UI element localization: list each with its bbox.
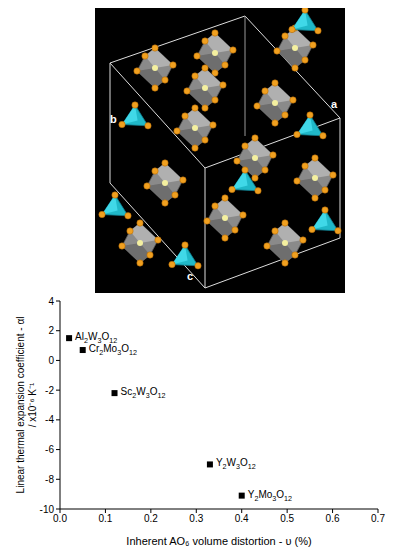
svg-text:b: b (110, 113, 117, 125)
svg-text:0.4: 0.4 (235, 513, 249, 524)
svg-text:Inherent AO₆ volume distortion: Inherent AO₆ volume distortion - υ (%) (126, 535, 311, 547)
svg-text:0.0: 0.0 (53, 513, 67, 524)
svg-text:a: a (331, 98, 338, 110)
svg-text:0.3: 0.3 (189, 513, 203, 524)
svg-text:Cr2Mo3O12: Cr2Mo3O12 (89, 343, 137, 357)
svg-text:-2: -2 (45, 385, 54, 396)
svg-text:Linear thermal expansion coeff: Linear thermal expansion coefficient - α… (15, 317, 26, 494)
svg-text:/ x10⁻⁶ K⁻¹: / x10⁻⁶ K⁻¹ (27, 382, 38, 427)
svg-text:-10: -10 (40, 504, 55, 515)
svg-text:Sc2W3O12: Sc2W3O12 (121, 386, 166, 400)
svg-text:4: 4 (48, 296, 54, 307)
svg-text:c: c (187, 270, 193, 282)
svg-text:0: 0 (48, 355, 54, 366)
svg-text:0.6: 0.6 (326, 513, 340, 524)
svg-text:-6: -6 (45, 444, 54, 455)
svg-text:Y2W3O12: Y2W3O12 (216, 457, 256, 471)
svg-text:Y2Mo3O12: Y2Mo3O12 (248, 489, 292, 503)
svg-text:0.7: 0.7 (371, 513, 385, 524)
svg-text:-4: -4 (45, 414, 54, 425)
svg-text:0.2: 0.2 (144, 513, 158, 524)
svg-text:0.1: 0.1 (98, 513, 112, 524)
svg-text:Al2W3O12: Al2W3O12 (75, 331, 118, 346)
svg-text:0.5: 0.5 (280, 513, 294, 524)
svg-text:2: 2 (48, 325, 54, 336)
svg-text:-8: -8 (45, 474, 54, 485)
